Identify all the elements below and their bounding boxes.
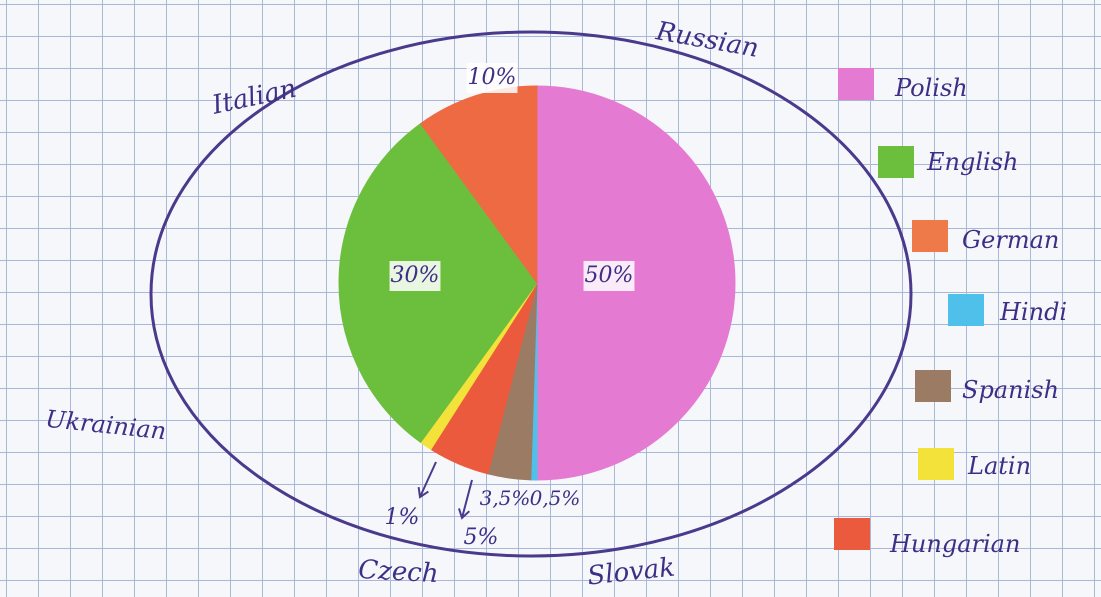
legend-item-german: German bbox=[912, 220, 1059, 254]
hungarian-label-arrow bbox=[458, 479, 473, 520]
data-label-english-text: 30% bbox=[391, 263, 440, 288]
data-label-german-text: 10% bbox=[468, 65, 517, 90]
latin-label-arrow-head bbox=[417, 486, 429, 499]
legend-item-latin: Latin bbox=[918, 448, 1031, 480]
data-label-spanish: 3,5% bbox=[480, 486, 531, 510]
legend-label-spanish: Spanish bbox=[962, 376, 1059, 404]
data-label-polish-box bbox=[583, 261, 635, 291]
latin-label-arrow bbox=[417, 461, 437, 499]
data-label-latin-text: 1% bbox=[385, 505, 420, 530]
legend-swatch-hindi bbox=[948, 294, 984, 326]
legend-swatch-latin bbox=[918, 448, 954, 480]
data-label-german: 10% bbox=[466, 63, 518, 93]
ring-label-ukrainian: Ukrainian bbox=[44, 405, 167, 446]
legend-swatch-spanish bbox=[915, 370, 951, 402]
legend-label-hungarian: Hungarian bbox=[889, 530, 1020, 558]
data-label-polish: 50% bbox=[583, 261, 635, 291]
data-label-english-box bbox=[389, 261, 441, 291]
legend-item-english: English bbox=[878, 146, 1018, 178]
legend-item-polish: Polish bbox=[838, 68, 968, 102]
data-labels-group: 50% 30% 10% 3,5% 0,5% 1% 5% bbox=[385, 63, 635, 550]
data-label-spanish-text: 3,5% bbox=[480, 486, 531, 510]
legend-label-german: German bbox=[962, 226, 1059, 254]
data-label-english: 30% bbox=[389, 261, 441, 291]
legend-swatch-german bbox=[912, 220, 948, 252]
data-label-german-box bbox=[466, 63, 518, 93]
legend-swatch-hungarian bbox=[834, 518, 870, 550]
data-label-polish-text: 50% bbox=[585, 263, 634, 288]
legend-swatch-english bbox=[878, 146, 914, 178]
latin-label-arrow-shaft bbox=[419, 461, 437, 498]
legend: Polish English German Hindi Spanish Latin Hung… bbox=[834, 68, 1067, 558]
legend-label-latin: Latin bbox=[967, 452, 1031, 480]
legend-swatch-polish bbox=[838, 68, 874, 100]
legend-label-polish: Polish bbox=[894, 74, 968, 102]
data-label-hindi-text: 0,5% bbox=[530, 486, 581, 510]
legend-label-english: English bbox=[926, 148, 1018, 176]
ring-label-czech: Czech bbox=[358, 555, 440, 589]
pie-slice-polish bbox=[536, 85, 736, 481]
legend-item-spanish: Spanish bbox=[915, 370, 1059, 404]
outer-ring bbox=[149, 30, 913, 558]
legend-item-hungarian: Hungarian bbox=[834, 518, 1020, 558]
legend-item-hindi: Hindi bbox=[948, 294, 1067, 326]
ring-label-slovak: Slovak bbox=[586, 553, 676, 592]
data-label-hungarian-text: 5% bbox=[464, 525, 499, 550]
ring-label-russian: Russian bbox=[653, 16, 761, 64]
hungarian-label-arrow-shaft bbox=[461, 479, 473, 519]
data-label-hindi: 0,5% bbox=[530, 486, 581, 510]
pie-slice-german bbox=[419, 85, 538, 285]
legend-label-hindi: Hindi bbox=[999, 298, 1067, 326]
outer-ring-group bbox=[149, 30, 913, 558]
hungarian-label-arrow-head bbox=[458, 508, 471, 520]
data-label-hungarian: 5% bbox=[464, 525, 499, 550]
data-label-latin: 1% bbox=[385, 505, 420, 530]
